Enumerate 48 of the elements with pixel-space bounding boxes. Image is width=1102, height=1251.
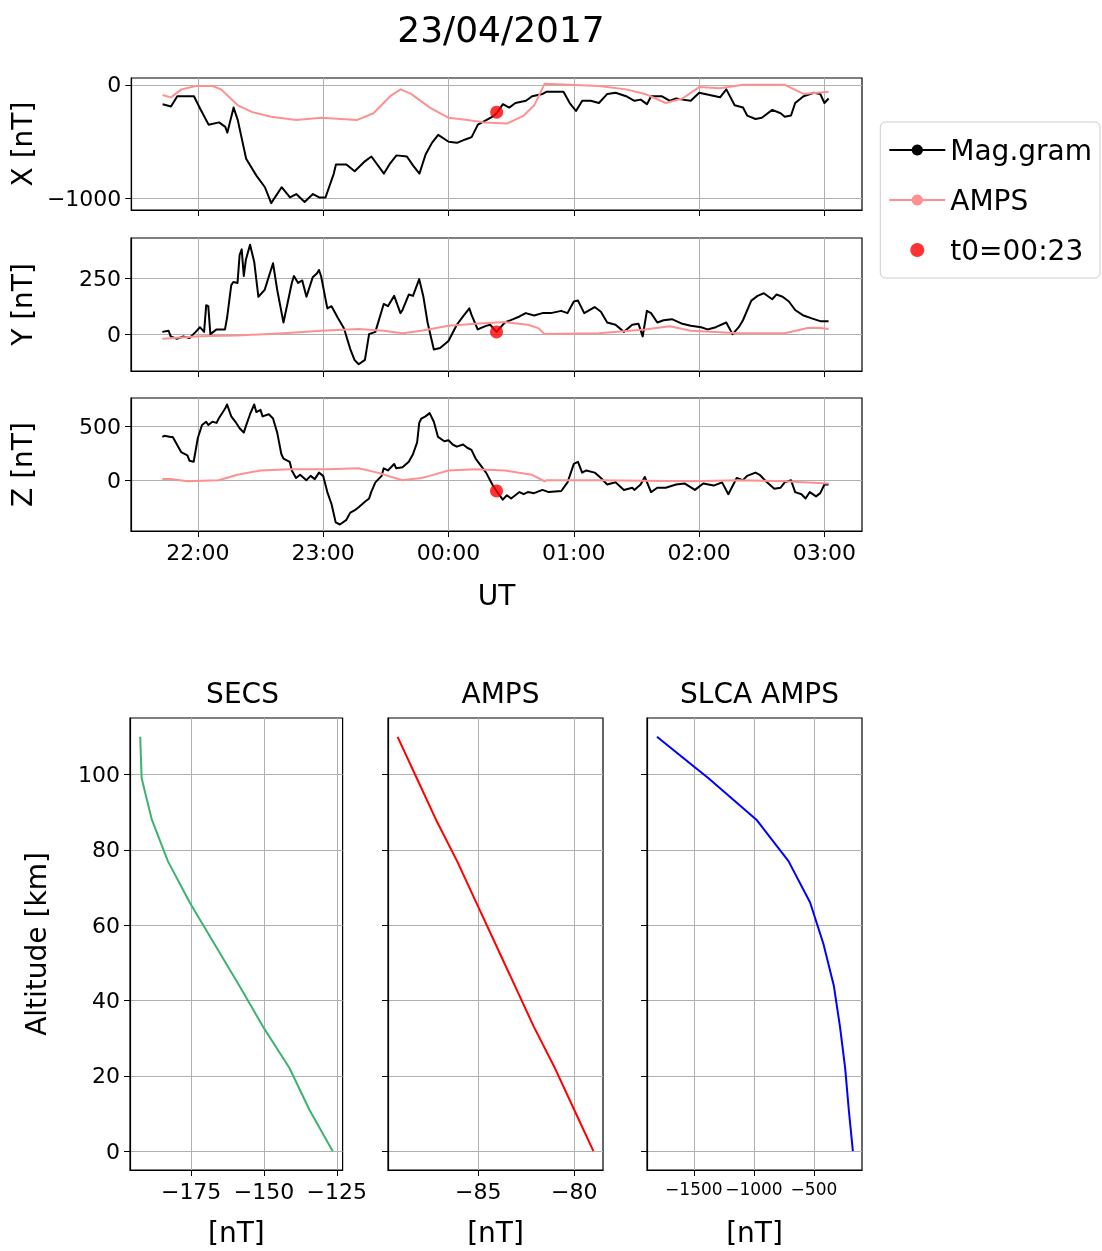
y-tick-label: 250 (79, 265, 121, 291)
x-tick-label: −80 (550, 1178, 598, 1204)
y-axis-title: X [nT] (5, 101, 39, 187)
y-tick-label: 0 (107, 321, 121, 347)
x-axis-title: UT (477, 578, 517, 612)
chart-title: SLCA AMPS (680, 676, 839, 710)
y-tick-label: −1000 (46, 186, 122, 212)
x-tick-label: 01:00 (542, 539, 606, 565)
legend-label: Mag.gram (950, 133, 1093, 167)
line-series (161, 82, 830, 125)
x-axis-title: [nT] (467, 1215, 524, 1249)
x-tick-label: −1000 (725, 1178, 783, 1199)
x-tick-label: 23:00 (291, 539, 355, 565)
line-series (161, 403, 830, 526)
x-tick-label: −500 (790, 1178, 838, 1199)
y-tick-label: 20 (92, 1063, 120, 1089)
y-tick-label: 100 (78, 762, 120, 787)
x-tick-label: −175 (160, 1178, 222, 1204)
line-series (161, 467, 830, 485)
line-series (161, 243, 830, 366)
y-tick-label: 500 (79, 413, 121, 439)
line-series (161, 88, 830, 205)
x-tick-label: −1500 (665, 1178, 723, 1199)
x-axis-title: [nT] (207, 1215, 265, 1249)
y-axis-title: Y [nT] (5, 263, 39, 347)
chart-title: SECS (206, 676, 279, 710)
y-tick-label: 0 (107, 467, 121, 493)
y-tick-label: 0 (106, 1138, 120, 1164)
x-tick-label: 02:00 (667, 539, 731, 565)
x-tick-label: −85 (455, 1178, 502, 1204)
x-tick-label: 22:00 (166, 539, 230, 565)
y-tick-label: 40 (92, 988, 120, 1013)
x-tick-label: 03:00 (792, 539, 857, 565)
y-tick-label: 60 (92, 912, 120, 938)
line-series (161, 321, 830, 340)
legend-label: AMPS (950, 183, 1029, 217)
x-tick-label: −125 (306, 1178, 368, 1204)
y-axis-title: Altitude [km] (19, 852, 53, 1036)
y-tick-label: 80 (92, 837, 120, 863)
legend-label: t0=00:23 (950, 233, 1084, 267)
line-series (139, 735, 334, 1153)
chart-title: AMPS (461, 676, 540, 710)
x-axis-title: [nT] (726, 1215, 783, 1249)
y-tick-label: 0 (107, 72, 122, 98)
y-axis-title: Z [nT] (5, 422, 39, 507)
x-tick-label: 00:00 (416, 539, 481, 565)
chart-title: 23/04/2017 (397, 8, 605, 50)
x-tick-label: −150 (233, 1178, 295, 1204)
